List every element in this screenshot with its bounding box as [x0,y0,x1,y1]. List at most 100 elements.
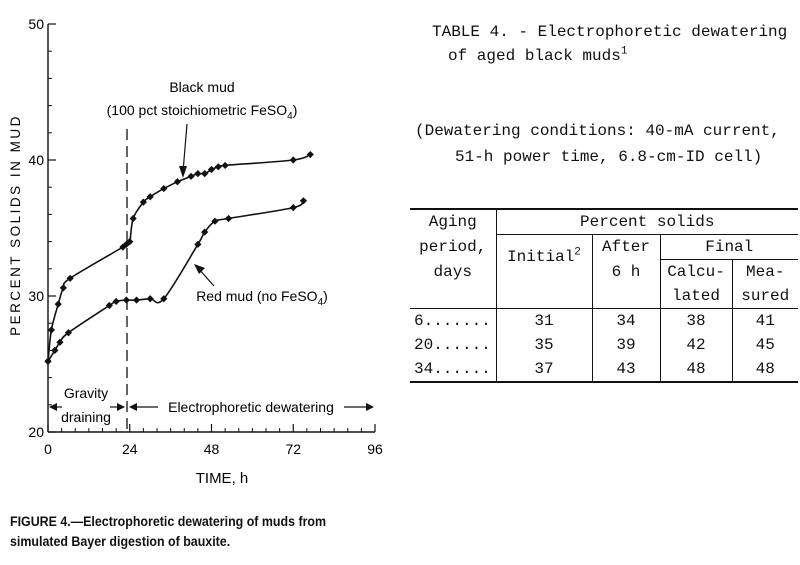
figure-caption-line-1: FIGURE 4.—Electrophoretic dewatering of … [10,514,327,529]
data-point-black-mud [207,165,216,174]
header-initial: Initial2 [495,234,592,284]
data-point-red-mud [224,214,233,223]
y-tick-label: 20 [28,424,44,440]
data-point-black-mud [173,178,182,186]
data-point-red-mud [112,297,120,306]
electro-arrowhead-left [129,403,137,411]
data-point-black-mud [139,198,147,206]
data-point-red-mud [56,338,64,346]
table-row: 34...... 37 43 48 48 [410,357,798,383]
y-axis-label: PERCENT SOLIDS IN MUD [8,114,23,336]
annotation-black-mud: Black mud [169,79,234,95]
header-measured-2: sured [731,284,798,309]
data-point-red-mud [201,228,209,236]
data-point-red-mud [289,204,297,212]
data-point-red-mud [211,217,219,225]
data-point-black-mud [160,184,168,193]
chart-ticks: 20 30 40 50 0 24 48 72 96 [28,16,383,457]
x-tick-label: 48 [204,441,220,457]
data-point-black-mud [47,326,56,334]
red-mud-arrowhead [194,264,205,274]
cell-after: 39 [591,333,660,357]
header-aging: Aging [410,208,496,235]
conditions-line-1: (Dewatering conditions: 40-mA current, [415,122,780,140]
cell-after: 34 [591,308,660,333]
header-measured: Mea- [731,259,798,284]
table-title-line-2: of aged black muds1 [448,45,628,65]
cell-calculated: 42 [659,333,732,357]
annotation-black-mud-detail: (100 pct stoichiometric FeSO4) [107,102,298,122]
figure-caption: FIGURE 4.—Electrophoretic dewatering of … [10,512,369,552]
chart-points [44,150,314,365]
data-point-black-mud [214,163,222,171]
data-point-red-mud [132,296,141,304]
header-aging-3: days [433,262,472,281]
annotation-draining: draining [61,409,111,425]
cell-initial: 35 [495,333,592,357]
data-point-red-mud [299,197,308,205]
table-conditions: (Dewatering conditions: 40-mA current, 5… [415,118,800,170]
black-mud-pointer [182,123,188,173]
x-tick-label: 0 [44,441,52,457]
data-point-red-mud [44,357,52,365]
data-point-black-mud [54,300,62,308]
data-point-red-mud [64,329,73,337]
data-point-red-mud [160,295,168,303]
table-title: TABLE 4. - Electrophoretic dewatering of… [432,20,797,68]
cell-aging: 34...... [410,357,496,383]
y-tick-label: 50 [28,16,44,32]
cell-calculated: 48 [659,357,732,383]
header-final: Final [659,234,798,260]
gravity-arrowhead-right [117,403,125,411]
cell-initial: 31 [495,308,592,333]
data-point-red-mud [122,296,130,304]
cell-measured: 41 [731,308,798,333]
y-tick-label: 40 [28,152,44,168]
data-point-black-mud [201,170,209,178]
data-point-black-mud [146,193,154,201]
header-aging-2: period, [419,238,487,256]
data-point-black-mud [187,172,195,180]
cell-initial: 37 [495,357,592,383]
x-tick-label: 96 [367,441,383,457]
y-tick-label: 30 [28,288,44,304]
table-row: 20...... 35 39 42 45 [410,333,798,357]
x-axis-label: TIME, h [196,470,249,487]
series-line-red-mud [47,200,305,362]
annotation-gravity: Gravity [64,385,108,401]
data-point-red-mud [194,240,202,248]
header-calculated: Calcu- [659,259,732,284]
black-mud-arrowhead [179,166,187,178]
data-point-black-mud [126,238,134,246]
table-title-line-1: TABLE 4. - Electrophoretic dewatering [432,23,788,41]
electro-arrowhead-right [366,403,374,411]
x-tick-label: 24 [122,441,138,457]
table-row: 6....... 31 34 38 41 [410,308,798,333]
header-percent-solids: Percent solids [495,208,798,235]
annotation-red-mud: Red mud (no FeSO4) [196,288,328,308]
cell-aging: 6....... [414,312,491,330]
data-table: Aging Percent solids period, Initial2 Af… [410,208,798,383]
chart-curves [47,153,311,362]
cell-aging: 20...... [414,336,491,354]
cell-measured: 45 [731,333,798,357]
data-point-red-mud [51,346,59,354]
header-after-2: 6 h [591,259,660,284]
cell-after: 43 [591,357,660,383]
header-after: After [591,234,660,260]
data-point-black-mud [221,161,229,170]
gravity-arrowhead-left [49,403,57,411]
conditions-line-2: 51-h power time, 6.8-cm-ID cell) [455,148,763,166]
header-calculated-2: lated [659,284,732,309]
footnote-marker-2: 2 [574,246,581,259]
data-point-black-mud [59,284,67,292]
annotation-electrophoretic: Electrophoretic dewatering [168,399,334,415]
data-point-red-mud [105,301,113,310]
data-point-black-mud [194,170,202,178]
cell-calculated: 38 [659,308,732,333]
x-tick-label: 72 [285,441,301,457]
data-point-black-mud [129,214,137,223]
data-point-black-mud [66,274,74,282]
data-point-black-mud [289,156,297,164]
